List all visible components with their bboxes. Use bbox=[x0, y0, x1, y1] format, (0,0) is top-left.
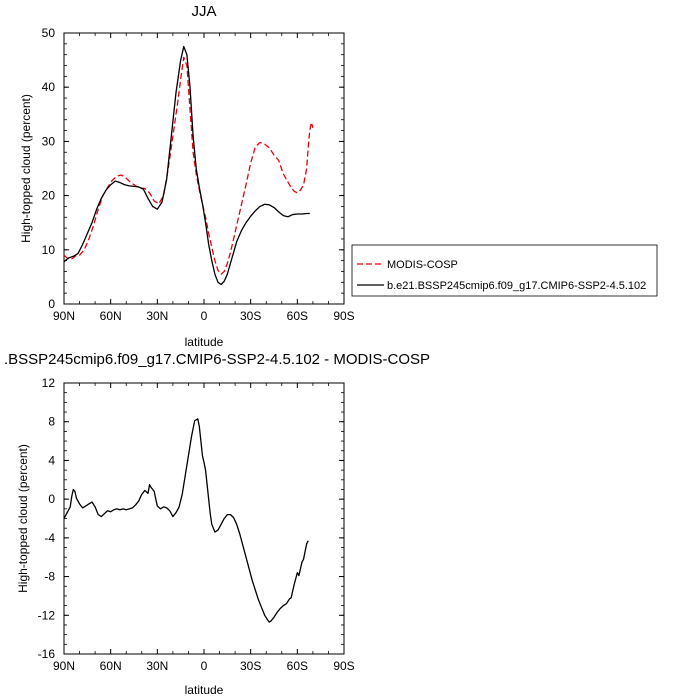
bottom-plot-frame bbox=[63, 382, 345, 655]
top-x-tick-label: 90S bbox=[333, 309, 354, 323]
bottom-x-tick-label: 90N bbox=[53, 659, 75, 673]
bottom-y-tick-label: -12 bbox=[38, 608, 56, 622]
top-x-tick-label: 30N bbox=[146, 309, 168, 323]
bottom-x-tick-label: 0 bbox=[201, 659, 208, 673]
top-y-tick-label: 50 bbox=[42, 26, 56, 40]
bottom-y-tick-label: -8 bbox=[44, 570, 55, 584]
top-x-tick-label: 90N bbox=[53, 309, 75, 323]
top-series-line-0 bbox=[63, 56, 314, 275]
top-x-tick-label: 60S bbox=[287, 309, 308, 323]
bottom-y-tick-label: 4 bbox=[48, 453, 55, 467]
bottom-x-tick-label: 60N bbox=[100, 659, 122, 673]
bottom-y-tick-label: 8 bbox=[48, 415, 55, 429]
top-y-tick-label: 20 bbox=[42, 189, 56, 203]
top-x-tick-label: 60N bbox=[100, 309, 122, 323]
bottom-y-tick-label: 0 bbox=[48, 492, 55, 506]
top-series-line-1 bbox=[63, 45, 310, 286]
bottom-series-line-0 bbox=[63, 418, 309, 623]
bottom-y-axis-label: High-topped cloud (percent) bbox=[16, 444, 30, 593]
top-y-tick-label: 10 bbox=[42, 243, 56, 257]
top-x-tick-label: 0 bbox=[201, 309, 208, 323]
top-y-tick-label: 40 bbox=[42, 80, 56, 94]
top-y-tick-label: 0 bbox=[48, 297, 55, 311]
bottom-x-tick-label: 90S bbox=[333, 659, 354, 673]
legend-label-modis: MODIS-COSP bbox=[387, 259, 458, 271]
top-y-axis-label: High-topped cloud (percent) bbox=[19, 94, 33, 243]
bottom-x-tick-label: 30S bbox=[240, 659, 261, 673]
legend-label-model: b.e21.BSSP245cmip6.f09_g17.CMIP6-SSP2-4.… bbox=[387, 280, 646, 292]
bottom-panel: .BSSP245cmip6.f09_g17.CMIP6-SSP2-4.5.102… bbox=[4, 351, 430, 697]
legend-box bbox=[351, 244, 658, 297]
top-panel: JJA 90N 60N 30N 0 30S 60S 90S 0 10 20 30 40 50 latit… bbox=[19, 3, 658, 349]
bottom-x-axis-label: latitude bbox=[185, 683, 224, 697]
bottom-y-tick-label: -16 bbox=[38, 647, 56, 661]
bottom-x-tick-label: 60S bbox=[287, 659, 308, 673]
top-x-axis-label: latitude bbox=[185, 335, 224, 349]
bottom-chart-title: .BSSP245cmip6.f09_g17.CMIP6-SSP2-4.5.102… bbox=[4, 351, 430, 368]
bottom-y-tick-label: 12 bbox=[42, 376, 56, 390]
top-y-tick-label: 30 bbox=[42, 134, 56, 148]
top-x-tick-label: 30S bbox=[240, 309, 261, 323]
top-plot-frame bbox=[63, 32, 345, 305]
bottom-y-tick-label: -4 bbox=[44, 531, 55, 545]
bottom-x-tick-label: 30N bbox=[146, 659, 168, 673]
top-chart-title: JJA bbox=[191, 3, 216, 20]
